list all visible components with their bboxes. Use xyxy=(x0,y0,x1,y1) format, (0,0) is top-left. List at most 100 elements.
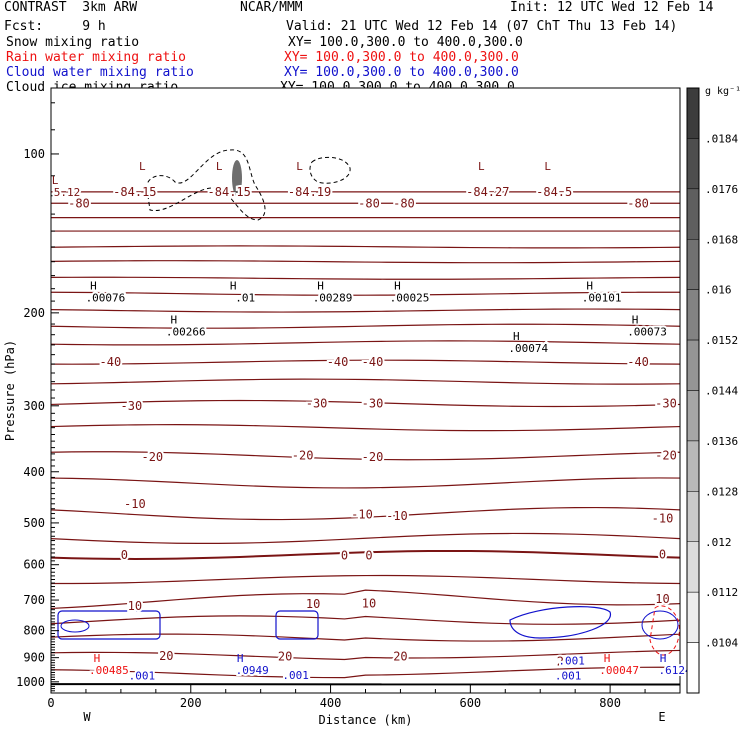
temperature-contour xyxy=(50,399,681,408)
extremum-value: .00266 xyxy=(166,326,206,339)
y-tick-label: 300 xyxy=(23,399,45,413)
cloud-water-label: .001 xyxy=(558,655,585,668)
cloud-water-label: .001 xyxy=(555,669,582,682)
field-name-snow: Snow mixing ratio xyxy=(6,35,140,50)
temperature-label: -30 xyxy=(121,399,143,413)
temperature-contour xyxy=(50,424,681,432)
temperature-label: -20 xyxy=(292,449,314,463)
temperature-label: -84.27 xyxy=(466,185,509,199)
colorbar-tick-label: .0136 xyxy=(705,435,738,448)
field-name-rain: Rain water mixing ratio xyxy=(6,50,187,65)
extremum-marker: L xyxy=(52,174,59,187)
temperature-label: -84.19 xyxy=(288,185,331,199)
temperature-label: -20 xyxy=(655,449,677,463)
temperature-contour xyxy=(50,549,681,560)
temperature-label: 10 xyxy=(306,597,320,611)
y-tick-label: 1000 xyxy=(16,675,45,689)
extremum-marker: L xyxy=(296,160,303,173)
colorbar-segment xyxy=(686,188,700,240)
extremum-marker: H xyxy=(586,279,593,292)
colorbar-tick-label: .0168 xyxy=(705,233,738,246)
extremum-value: .00073 xyxy=(627,326,667,339)
temperature-contour xyxy=(50,276,681,280)
colorbar-segment xyxy=(686,591,700,643)
temperature-label: -80 xyxy=(358,196,380,210)
y-tick-label: 600 xyxy=(23,558,45,572)
extremum-value: .00076 xyxy=(86,291,126,304)
rain-water-outline xyxy=(649,605,680,656)
header-init-time: Init: 12 UTC Wed 12 Feb 14 xyxy=(510,0,714,15)
temperature-label: 20 xyxy=(557,654,571,668)
cloud-water-contour xyxy=(275,610,319,640)
colorbar-segment xyxy=(686,138,700,190)
temperature-label: 0 xyxy=(659,548,666,562)
extremum-marker: L xyxy=(139,160,146,173)
temperature-label: -10 xyxy=(386,509,408,523)
extremum-marker: H xyxy=(170,314,177,327)
cloud-water-label: .001 xyxy=(282,669,309,682)
snow-shading xyxy=(232,160,242,196)
colorbar-segment xyxy=(686,440,700,492)
colorbar-unit: g kg⁻¹ xyxy=(705,86,740,97)
temperature-contour xyxy=(50,633,681,642)
colorbar-segment xyxy=(686,339,700,391)
temperature-label: 20 xyxy=(159,649,173,663)
x-tick-label: 200 xyxy=(180,696,202,710)
temperature-contour xyxy=(50,359,681,365)
colorbar-segment xyxy=(686,239,700,290)
temperature-label: -30 xyxy=(655,397,677,411)
extremum-value: 5.12 xyxy=(54,186,81,199)
temperature-contour xyxy=(50,506,681,521)
temperature-contour xyxy=(50,291,681,296)
extremum-marker: L xyxy=(478,160,485,173)
temperature-label: -80 xyxy=(68,196,90,210)
cloud-water-contour xyxy=(509,606,611,639)
y-tick-label: 500 xyxy=(23,516,45,530)
header-model-name: CONTRAST 3km ARW xyxy=(4,0,138,15)
temperature-label: -20 xyxy=(141,450,163,464)
colorbar-tick-label: .0128 xyxy=(705,485,738,498)
colorbar-tick-label: .0176 xyxy=(705,183,738,196)
temperature-contour xyxy=(50,323,681,329)
extremum-marker: H xyxy=(317,279,324,292)
y-tick-label: 800 xyxy=(23,624,45,638)
x-end-label-east: E xyxy=(658,710,665,724)
temperature-label: -10 xyxy=(351,508,373,522)
temperature-contour xyxy=(50,649,681,661)
extremum-marker: H xyxy=(604,652,611,665)
temperature-label: 10 xyxy=(128,599,142,613)
extremum-marker: L xyxy=(216,160,223,173)
temperature-label: -30 xyxy=(362,397,384,411)
temperature-label: 10 xyxy=(362,596,376,610)
colorbar-segment xyxy=(686,87,700,139)
temperature-label: -84.15 xyxy=(113,185,156,199)
extremum-marker: H xyxy=(94,652,101,665)
colorbar-segment xyxy=(686,491,700,543)
temperature-contour xyxy=(50,666,681,679)
colorbar-frame xyxy=(686,87,700,694)
y-tick-label: 700 xyxy=(23,593,45,607)
x-tick-label: 400 xyxy=(320,696,342,710)
extremum-value: .0949 xyxy=(236,664,269,677)
temperature-contour xyxy=(50,615,681,625)
colorbar-segment xyxy=(686,541,700,593)
x-tick-label: 0 xyxy=(47,696,54,710)
colorbar-tick-label: .0112 xyxy=(705,586,738,599)
cloud-water-contour xyxy=(641,610,679,640)
colorbar-tick-label: .0184 xyxy=(705,132,738,145)
cloud-ice-outline xyxy=(145,149,266,221)
temperature-label: -84.5 xyxy=(536,185,572,199)
temperature-label: -10 xyxy=(652,511,674,525)
colorbar-tick-label: .0144 xyxy=(705,385,738,398)
extremum-value: .00074 xyxy=(508,342,548,355)
temperature-contour xyxy=(50,245,681,249)
x-axis-label: Distance (km) xyxy=(319,713,413,727)
x-tick-label: 600 xyxy=(459,696,481,710)
y-tick-label: 900 xyxy=(23,651,45,665)
cloud-ice-outline xyxy=(309,156,351,184)
temperature-label: 10 xyxy=(655,592,669,606)
y-tick-label: 400 xyxy=(23,465,45,479)
extremum-marker: H xyxy=(394,279,401,292)
cloud-water-contour xyxy=(57,610,161,640)
extremum-marker: H xyxy=(237,652,244,665)
